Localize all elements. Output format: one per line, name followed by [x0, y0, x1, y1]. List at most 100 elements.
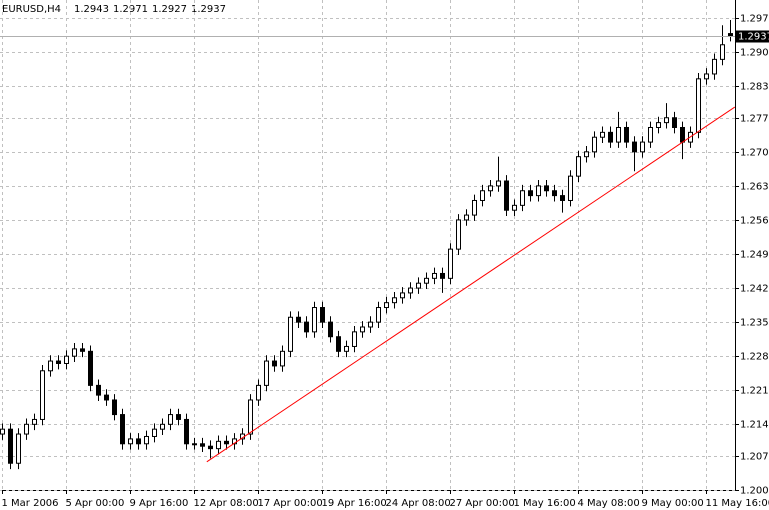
candle-body	[72, 348, 77, 357]
candle-body	[704, 73, 709, 80]
candle-body	[352, 331, 357, 347]
x-tick-label: 12 Apr 08:00	[194, 498, 259, 509]
candle-body	[80, 348, 85, 352]
last-price-box	[736, 30, 769, 43]
candle-body	[184, 418, 189, 445]
candle-body	[176, 414, 181, 420]
y-tick-label: 1.2770	[740, 114, 769, 125]
candle-body	[544, 185, 549, 192]
candle-body	[64, 355, 69, 364]
candle-body	[136, 438, 141, 445]
candle-body	[48, 360, 53, 372]
y-tick-label: 1.2630	[740, 182, 769, 193]
candle-body	[200, 443, 205, 447]
candle-body	[696, 78, 701, 133]
candle-body	[632, 141, 637, 153]
x-tick-label: 11 May 16:00	[706, 498, 769, 509]
candle-body	[344, 345, 349, 352]
header-close: 1.2937	[191, 4, 226, 15]
candle-body	[32, 418, 37, 425]
x-tick-label: 19 Apr 16:00	[322, 498, 387, 509]
candle-body	[304, 321, 309, 333]
header-low: 1.2927	[152, 4, 187, 15]
candle-body	[664, 117, 669, 124]
candle-body	[552, 190, 557, 197]
x-tick-label: 17 Apr 00:00	[258, 498, 323, 509]
candle-body	[104, 394, 109, 401]
candle-body	[160, 423, 165, 430]
candle-body	[280, 350, 285, 367]
candle-body	[360, 326, 365, 333]
candle-body	[128, 438, 133, 445]
candle-body	[216, 440, 221, 450]
candle-body	[600, 131, 605, 138]
x-tick-label: 1 Mar 2006	[2, 498, 59, 509]
x-tick-label: 4 May 08:00	[578, 498, 640, 509]
candle-body	[648, 126, 653, 143]
candle-body	[432, 272, 437, 279]
candle-body	[464, 214, 469, 221]
y-tick-label: 1.2005	[740, 486, 769, 497]
candle-body	[576, 156, 581, 177]
candle-body	[264, 360, 269, 386]
candle-body	[408, 287, 413, 294]
candle-body	[624, 126, 629, 143]
x-tick-label: 5 Apr 00:00	[66, 498, 125, 509]
x-tick-label: 9 May 00:00	[642, 498, 704, 509]
candle-body	[656, 122, 661, 128]
candle-body	[112, 399, 117, 416]
candle-body	[16, 433, 21, 464]
candle-body	[584, 151, 589, 158]
candle-body	[120, 414, 125, 445]
candle-body	[24, 423, 29, 435]
candle-body	[488, 185, 493, 192]
candle-body	[504, 180, 509, 211]
y-tick-label: 1.2905	[740, 48, 769, 59]
candle-body	[536, 185, 541, 197]
trend-line	[206, 106, 736, 463]
candle-body	[296, 316, 301, 323]
candle-body	[528, 190, 533, 197]
y-tick-label: 1.2350	[740, 318, 769, 329]
candle-body	[608, 131, 613, 143]
candle-body	[496, 180, 501, 187]
x-tick-label: 1 May 16:00	[514, 498, 576, 509]
candle-body	[320, 307, 325, 323]
y-tick-label: 1.2835	[740, 82, 769, 93]
candle-body	[672, 117, 677, 128]
header-high: 1.2971	[113, 4, 148, 15]
candle-body	[472, 199, 477, 216]
candle-body	[256, 384, 261, 401]
x-tick-label: 24 Apr 08:00	[386, 498, 451, 509]
y-tick-label: 1.2075	[740, 452, 769, 463]
candle-body	[152, 428, 157, 437]
candle-body	[480, 190, 485, 201]
candle-body	[0, 428, 5, 435]
candle-body	[384, 302, 389, 309]
candle-body	[440, 272, 445, 279]
candle-body	[192, 443, 197, 446]
candle-body	[376, 307, 381, 323]
candle-body	[448, 248, 453, 279]
candle-body	[248, 399, 253, 435]
candle-body	[328, 321, 333, 338]
y-tick-label: 1.2280	[740, 352, 769, 363]
candle-body	[96, 384, 101, 396]
candle-body	[288, 316, 293, 352]
candle-body	[424, 277, 429, 284]
candle-body	[720, 44, 725, 60]
candle-body	[416, 282, 421, 289]
candle-body	[312, 307, 317, 333]
candle-body	[392, 297, 397, 304]
candle-body	[616, 126, 621, 143]
y-tick-label: 1.2420	[740, 284, 769, 295]
candle-body	[368, 321, 373, 328]
x-tick-label: 27 Apr 00:00	[450, 498, 515, 509]
candle-body	[56, 360, 61, 364]
y-tick-label: 1.2210	[740, 386, 769, 397]
x-tick-label: 9 Apr 16:00	[130, 498, 189, 509]
y-tick-label: 1.2560	[740, 216, 769, 227]
symbol: EURUSD,H4	[2, 4, 61, 15]
header-open: 1.2943	[74, 4, 109, 15]
